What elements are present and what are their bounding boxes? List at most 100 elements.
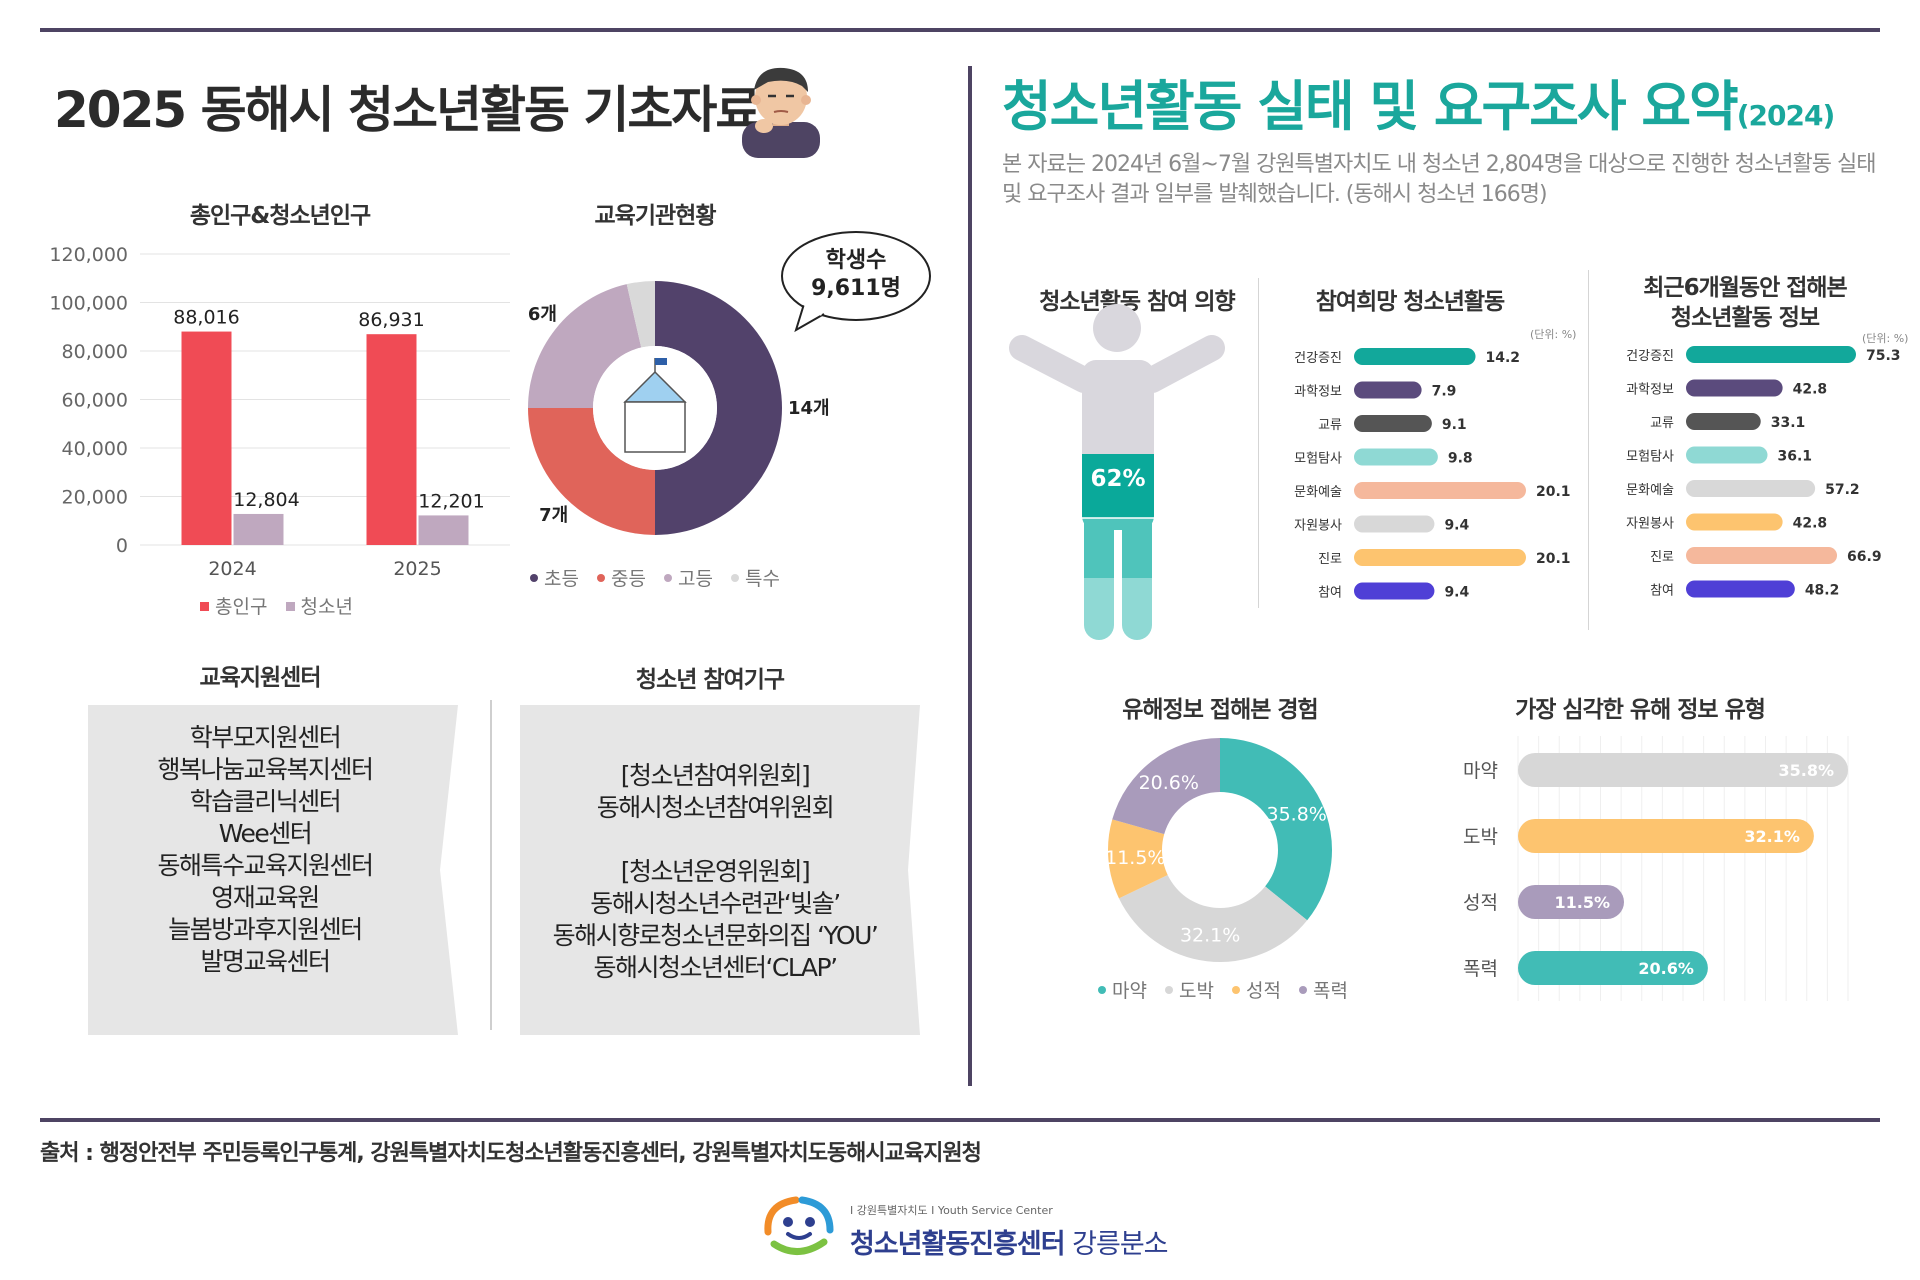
wanted-divider xyxy=(1588,270,1589,630)
bubble-label: 학생수 xyxy=(825,248,887,273)
category-label: 과학정보 xyxy=(1626,383,1674,398)
logo-small-text: I 강원특별자치도 I Youth Service Center xyxy=(850,1204,1053,1217)
legend-total: 총인구 xyxy=(215,596,268,618)
recent-heading-1: 최근6개월동안 접해본 xyxy=(1643,275,1847,301)
page-title-right: 청소년활동 실태 및 요구조사 요약(2024) xyxy=(1002,62,1836,141)
category-label: 도박 xyxy=(1463,826,1498,848)
bar xyxy=(1354,515,1435,533)
bar-value-label: 66.9 xyxy=(1847,549,1882,565)
bar xyxy=(1354,415,1432,432)
category-label: 진로 xyxy=(1318,552,1342,567)
bubble-value: 9,611명 xyxy=(811,276,901,301)
bar xyxy=(1518,753,1848,787)
category-label: 폭력 xyxy=(1463,958,1498,980)
category-label: 문화예술 xyxy=(1626,483,1674,498)
population-legend: 총인구 청소년 xyxy=(188,592,353,619)
legend-gambling: 도박 xyxy=(1179,980,1214,1002)
bar-value-label: 42.8 xyxy=(1793,382,1828,398)
participation-body-item: 동해시청소년참여위원회 xyxy=(596,793,835,822)
participation-body-item: [청소년운영위원회] xyxy=(620,857,811,886)
category-label: 교류 xyxy=(1318,418,1342,433)
y-tick-label: 60,000 xyxy=(62,390,128,412)
bar xyxy=(1686,379,1783,397)
donut-slice-0 xyxy=(1220,738,1332,921)
source-text: 출처 : 행정안전부 주민등록인구통계, 강원특별자치도청소년활동진흥센터, 강… xyxy=(40,1141,982,1166)
donut-slice-3 xyxy=(1112,738,1220,835)
category-label: 과학정보 xyxy=(1294,385,1342,400)
logo-main: 청소년활동진흥센터 강릉분소 xyxy=(850,1222,1169,1261)
legend-middle: 중등 xyxy=(611,568,646,590)
donut-value-label: 14개 xyxy=(788,398,830,419)
bar-value-label: 12,804 xyxy=(233,489,299,511)
x-tick-label: 2024 xyxy=(208,558,256,580)
support-center-item: Wee센터 xyxy=(218,819,313,848)
bar-value-label: 36.1 xyxy=(1778,449,1813,465)
support-center-item: 동해특수교육지원센터 xyxy=(157,851,374,880)
schools-donut-chart: 14개7개6개1개 xyxy=(528,281,830,535)
title-right-text: 청소년활동 실태 및 요구조사 요약 xyxy=(1002,75,1739,138)
bar xyxy=(1518,819,1814,853)
donut-slice-2 xyxy=(528,284,642,408)
vertical-divider xyxy=(968,66,972,1086)
participation-heading: 청소년 참여기구 xyxy=(635,667,785,693)
bar-value-label: 88,016 xyxy=(173,307,239,329)
logo-branch-text: 강릉분소 xyxy=(1064,1229,1168,1260)
donut-slice-2 xyxy=(1108,819,1168,899)
person-figure xyxy=(1009,304,1225,640)
bar-youth xyxy=(418,515,469,545)
bar-value-label: 48.2 xyxy=(1805,583,1840,599)
legend-sexual: 성적 xyxy=(1246,980,1281,1002)
intent-heading: 청소년활동 참여 의향 xyxy=(1039,289,1235,315)
bar-value-label: 20.1 xyxy=(1536,484,1571,500)
y-tick-label: 120,000 xyxy=(49,244,128,266)
donut-value-label: 7개 xyxy=(539,505,568,526)
school-building-icon xyxy=(624,401,686,453)
y-tick-label: 0 xyxy=(116,535,128,557)
bar-total xyxy=(366,334,417,545)
participation-list: [청소년참여위원회] 동해시청소년참여위원회 [청소년운영위원회] 동해시청소년수련… xyxy=(530,760,900,984)
bar xyxy=(1354,348,1476,365)
title-right-year: (2024) xyxy=(1736,99,1836,132)
y-tick-label: 40,000 xyxy=(62,438,128,460)
harm-type-chart: 마약 35.8% 도박 32.1% 성적 11.5% 폭력 20.6% xyxy=(1463,736,1849,1001)
bar-value-label: 33.1 xyxy=(1771,415,1806,431)
bar-value-label: 86,931 xyxy=(358,309,424,331)
harm-type-heading: 가장 심각한 유해 정보 유형 xyxy=(1515,697,1766,723)
recent-info-chart: 건강증진 75.3 과학정보 42.8 교류 33.1 모험탐사 36.1 문화예술 57.2 자원… xyxy=(1626,346,1901,599)
donut-value-label: 35.8% xyxy=(1267,803,1327,825)
top-divider xyxy=(40,28,1880,32)
bar xyxy=(1686,446,1768,464)
schools-legend: 초등 중등 고등 특수 xyxy=(518,564,780,591)
bar-value-label: 75.3 xyxy=(1866,348,1901,364)
bar-value-label: 57.2 xyxy=(1825,482,1860,498)
legend-elem: 초등 xyxy=(544,568,579,590)
donut-slice-1 xyxy=(1118,875,1308,962)
participation-body-item: 동해시향로청소년문화의집 ‘YOU’ xyxy=(552,921,879,950)
bar-value-label: 9.1 xyxy=(1442,417,1467,433)
bar xyxy=(1518,951,1708,985)
boy-avatar-icon xyxy=(742,67,820,158)
category-label: 모험탐사 xyxy=(1294,452,1342,467)
donut-slice-3 xyxy=(626,281,655,348)
support-center-item: 늘봄방과후지원센터 xyxy=(168,915,363,944)
bar xyxy=(1518,885,1625,919)
support-center-item: 행복나눔교육복지센터 xyxy=(157,755,374,784)
legend-high: 고등 xyxy=(678,568,713,590)
population-bar-chart: 0 20,000 40,000 60,000 80,000 100,000 120,000 8… xyxy=(49,244,510,580)
support-centers-box xyxy=(88,705,458,1035)
bar-value-label: 11.5% xyxy=(1554,893,1610,912)
bar-value-label: 9.4 xyxy=(1444,585,1469,601)
bar xyxy=(1686,413,1761,430)
category-label: 참여 xyxy=(1650,584,1674,599)
harm-exp-legend: 마약 도박 성적 폭력 xyxy=(1086,976,1348,1003)
bar-value-label: 9.4 xyxy=(1444,518,1469,534)
inner-divider xyxy=(490,700,492,1030)
recent-heading-2: 청소년활동 정보 xyxy=(1670,305,1820,331)
category-label: 건강증진 xyxy=(1626,349,1674,364)
category-label: 참여 xyxy=(1318,586,1342,601)
participation-box xyxy=(520,705,920,1035)
bar xyxy=(1686,480,1816,497)
bar-value-label: 35.8% xyxy=(1778,761,1834,780)
bar xyxy=(1354,482,1526,499)
donut-value-label: 20.6% xyxy=(1139,772,1199,794)
